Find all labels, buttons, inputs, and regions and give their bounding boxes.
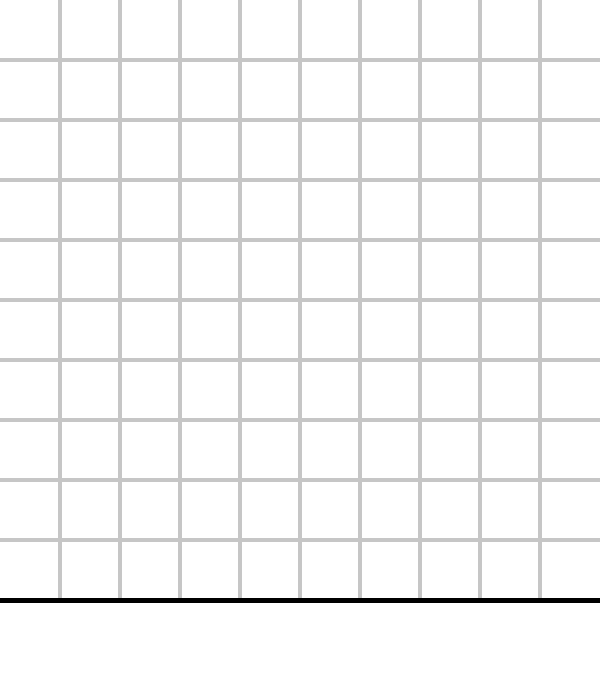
grid-line-horizontal: [0, 478, 600, 482]
grid-line-horizontal: [0, 298, 600, 302]
grid-line-horizontal: [0, 118, 600, 122]
grid-line-horizontal: [0, 238, 600, 242]
grid-line-horizontal: [0, 358, 600, 362]
game-grid[interactable]: [0, 0, 600, 600]
grid-line-horizontal: [0, 178, 600, 182]
grid-line-horizontal: [0, 418, 600, 422]
status-area: [0, 603, 600, 700]
grid-line-horizontal: [0, 538, 600, 542]
board-baseline: [0, 598, 600, 603]
grid-line-horizontal: [0, 58, 600, 62]
